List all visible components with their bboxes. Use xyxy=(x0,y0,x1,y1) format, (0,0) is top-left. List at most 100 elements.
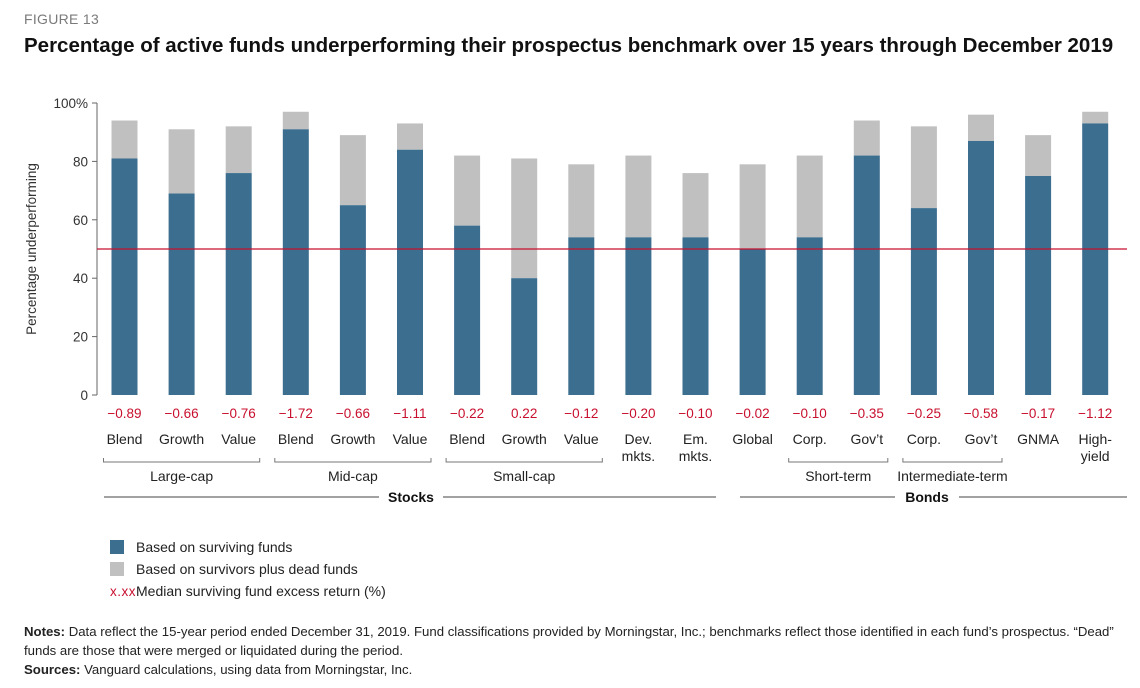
bar-surviving-funds xyxy=(282,129,309,395)
median-excess-return-label: 0.22 xyxy=(511,406,537,421)
category-label: Growth xyxy=(159,431,204,447)
category-label: Gov’t xyxy=(965,431,998,447)
category-label: Value xyxy=(564,431,599,447)
subgroup-label: Short-term xyxy=(805,468,871,484)
median-excess-return-label: −0.22 xyxy=(450,406,484,421)
category-label: Blend xyxy=(449,431,485,447)
subgroup-label: Intermediate-term xyxy=(897,468,1007,484)
y-tick-label: 100% xyxy=(53,96,88,111)
bar-dead-funds xyxy=(853,120,880,156)
y-tick-label: 60 xyxy=(73,213,88,228)
bar-surviving-funds xyxy=(968,140,994,395)
bar-dead-funds xyxy=(796,155,823,238)
category-label: Corp. xyxy=(793,431,827,447)
median-excess-return-label: −0.89 xyxy=(107,406,141,421)
bar-dead-funds xyxy=(739,164,766,249)
y-tick-label: 0 xyxy=(80,388,88,403)
bar-dead-funds xyxy=(339,135,366,206)
bar-dead-funds xyxy=(282,111,309,130)
legend-label-median: Median surviving fund excess return (%) xyxy=(136,583,386,599)
bar-dead-funds xyxy=(682,173,709,238)
category-label: Blend xyxy=(278,431,314,447)
category-label: yield xyxy=(1081,448,1110,464)
subgroup-label: Mid-cap xyxy=(328,468,378,484)
bar-surviving-funds xyxy=(682,237,709,395)
bar-dead-funds xyxy=(511,158,538,279)
median-excess-return-label: −0.17 xyxy=(1021,406,1055,421)
legend-item-median: x.xx Median surviving fund excess return… xyxy=(110,580,386,602)
legend-symbol-median: x.xx xyxy=(110,583,137,599)
category-label: Growth xyxy=(502,431,547,447)
bar-dead-funds xyxy=(1025,135,1052,176)
bar-surviving-funds xyxy=(168,193,195,395)
category-label: Value xyxy=(221,431,256,447)
median-excess-return-label: −0.20 xyxy=(621,406,655,421)
legend: Based on surviving funds Based on surviv… xyxy=(110,536,386,602)
category-label: Dev. xyxy=(625,431,653,447)
bar-surviving-funds xyxy=(568,237,595,395)
bar-surviving-funds xyxy=(796,237,823,395)
category-label: mkts. xyxy=(679,448,712,464)
sources: Sources: Vanguard calculations, using da… xyxy=(24,662,412,677)
category-label: Em. xyxy=(683,431,708,447)
notes-label: Notes: xyxy=(24,624,66,639)
subgroup-bracket xyxy=(103,458,261,463)
bar-surviving-funds xyxy=(853,155,880,395)
bar-surviving-funds xyxy=(111,158,138,395)
legend-item-dead: Based on survivors plus dead funds xyxy=(110,558,386,580)
legend-swatch-surviving xyxy=(110,540,124,554)
chart-area: 0 20 40 60 80 100% Percentage underperforming −… xyxy=(24,96,1127,505)
bar-surviving-funds xyxy=(225,173,252,395)
bar-surviving-funds xyxy=(1082,123,1109,395)
category-label: mkts. xyxy=(622,448,655,464)
figure-label: FIGURE 13 xyxy=(24,11,100,27)
subgroup-bracket xyxy=(902,458,1003,463)
median-excess-return-label: −0.58 xyxy=(964,406,998,421)
subgroup-bracket xyxy=(788,458,889,463)
sources-text: Vanguard calculations, using data from M… xyxy=(84,662,413,677)
bar-surviving-funds xyxy=(1025,176,1052,395)
median-excess-return-label: −0.35 xyxy=(850,406,884,421)
median-excess-return-label: −0.25 xyxy=(907,406,941,421)
y-tick-label: 40 xyxy=(73,271,88,286)
category-label: Value xyxy=(393,431,428,447)
category-label: Global xyxy=(732,431,772,447)
bar-dead-funds xyxy=(225,126,252,174)
bar-surviving-funds xyxy=(910,208,937,395)
category-label: Growth xyxy=(330,431,375,447)
median-excess-return-label: −1.11 xyxy=(393,406,426,421)
bar-dead-funds xyxy=(625,155,652,238)
bar-surviving-funds xyxy=(739,249,766,395)
y-tick-label: 20 xyxy=(73,330,88,345)
legend-swatch-dead xyxy=(110,562,124,576)
legend-label-surviving: Based on surviving funds xyxy=(136,539,293,555)
subgroup-label: Large-cap xyxy=(150,468,213,484)
median-excess-return-label: −0.02 xyxy=(736,406,770,421)
chart-title: Percentage of active funds underperformi… xyxy=(24,34,1114,57)
median-excess-return-label: −0.12 xyxy=(564,406,598,421)
bar-dead-funds xyxy=(1082,111,1109,124)
bar-surviving-funds xyxy=(339,205,366,395)
median-excess-return-label: −0.10 xyxy=(793,406,827,421)
bar-surviving-funds xyxy=(397,149,423,395)
median-excess-return-label: −0.66 xyxy=(336,406,370,421)
group-label: Bonds xyxy=(905,489,949,505)
bar-dead-funds xyxy=(168,129,195,194)
bar-dead-funds xyxy=(111,120,138,159)
sources-label: Sources: xyxy=(24,662,81,677)
legend-item-surviving: Based on surviving funds xyxy=(110,536,386,558)
median-excess-return-label: −1.72 xyxy=(279,406,313,421)
bar-surviving-funds xyxy=(454,225,481,395)
category-label: Corp. xyxy=(907,431,941,447)
group-label: Stocks xyxy=(388,489,434,505)
median-excess-return-label: −0.66 xyxy=(165,406,199,421)
y-axis-label: Percentage underperforming xyxy=(24,163,39,335)
bar-dead-funds xyxy=(454,155,481,226)
median-excess-return-label: −0.10 xyxy=(678,406,712,421)
bar-surviving-funds xyxy=(511,278,538,395)
subgroup-label: Small-cap xyxy=(493,468,555,484)
category-label: Gov’t xyxy=(850,431,883,447)
notes: Notes: Data reflect the 15-year period e… xyxy=(24,622,1114,660)
category-label: GNMA xyxy=(1017,431,1060,447)
median-excess-return-label: −1.12 xyxy=(1078,406,1112,421)
